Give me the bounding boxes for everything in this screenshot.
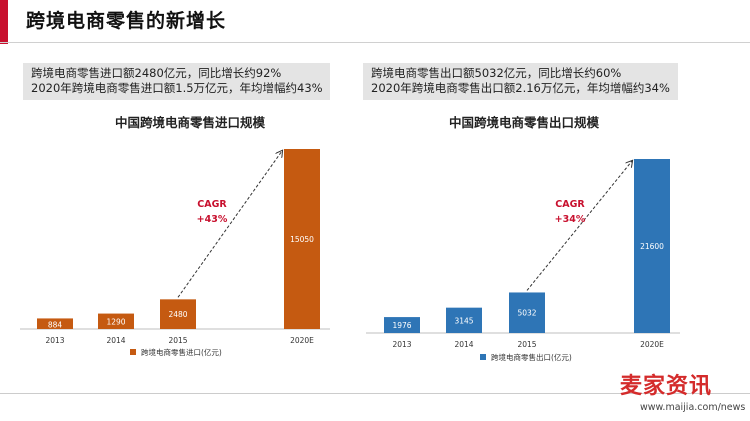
watermark-url: www.maijia.com/news [640, 402, 746, 413]
title-accent-bar [0, 0, 8, 44]
import-bar-2015 [160, 299, 196, 329]
export-value-label-2020E: 21600 [640, 242, 664, 251]
import-legend-swatch [130, 349, 136, 355]
import-summary-box: 跨境电商零售进口额2480亿元，同比增长约92% 2020年跨境电商零售进口额1… [23, 63, 330, 100]
export-cagr-value: +34% [555, 214, 586, 225]
export-summary-line1: 跨境电商零售出口额5032亿元，同比增长约60% [371, 66, 622, 80]
import-tick-label-2014: 2014 [106, 336, 125, 345]
export-legend-label: 跨境电商零售出口(亿元) [491, 352, 572, 362]
export-bar-2020E [634, 159, 670, 333]
export-chart-title: 中国跨境电商零售出口规模 [448, 115, 599, 130]
import-bar-2020E [284, 149, 320, 329]
export-value-label-2013: 1976 [392, 321, 411, 330]
import-bar-2013 [37, 318, 73, 329]
page-title: 跨境电商零售的新增长 [26, 10, 227, 32]
export-summary-box: 跨境电商零售出口额5032亿元，同比增长约60% 2020年跨境电商零售出口额2… [363, 63, 678, 100]
export-summary-line2: 2020年跨境电商零售出口额2.16万亿元，年均增幅约34% [371, 81, 670, 95]
export-cagr-arrow [526, 161, 632, 291]
import-bar-2014 [98, 313, 134, 329]
import-cagr-arrow [177, 151, 282, 298]
bottom-divider [0, 393, 750, 394]
export-value-label-2015: 5032 [517, 309, 536, 318]
export-tick-label-2014: 2014 [454, 340, 473, 349]
import-cagr-value: +43% [197, 214, 228, 225]
import-value-label-2015: 2480 [168, 310, 187, 319]
import-tick-label-2015: 2015 [168, 336, 187, 345]
export-tick-label-2013: 2013 [392, 340, 411, 349]
export-legend-swatch [480, 354, 486, 360]
export-value-label-2014: 3145 [454, 316, 473, 325]
import-value-label-2013: 884 [48, 320, 63, 329]
export-tick-label-2020E: 2020E [640, 340, 664, 349]
import-value-label-2020E: 15050 [290, 235, 314, 244]
import-cagr-label: CAGR [197, 199, 227, 210]
import-value-label-2014: 1290 [106, 317, 125, 326]
export-bar-2013 [384, 317, 420, 333]
title-divider [0, 42, 750, 43]
import-chart-title: 中国跨境电商零售进口规模 [114, 115, 265, 130]
import-tick-label-2020E: 2020E [290, 336, 314, 345]
import-summary-line1: 跨境电商零售进口额2480亿元，同比增长约92% [31, 66, 282, 80]
import-tick-label-2013: 2013 [45, 336, 64, 345]
export-tick-label-2015: 2015 [517, 340, 536, 349]
export-cagr-label: CAGR [555, 199, 585, 210]
export-bar-2015 [509, 292, 545, 333]
import-legend-label: 跨境电商零售进口(亿元) [141, 347, 222, 357]
export-bar-2014 [446, 307, 482, 333]
import-summary-line2: 2020年跨境电商零售进口额1.5万亿元，年均增幅约43% [31, 81, 323, 95]
watermark-logo: 麦家资讯 [620, 374, 713, 399]
